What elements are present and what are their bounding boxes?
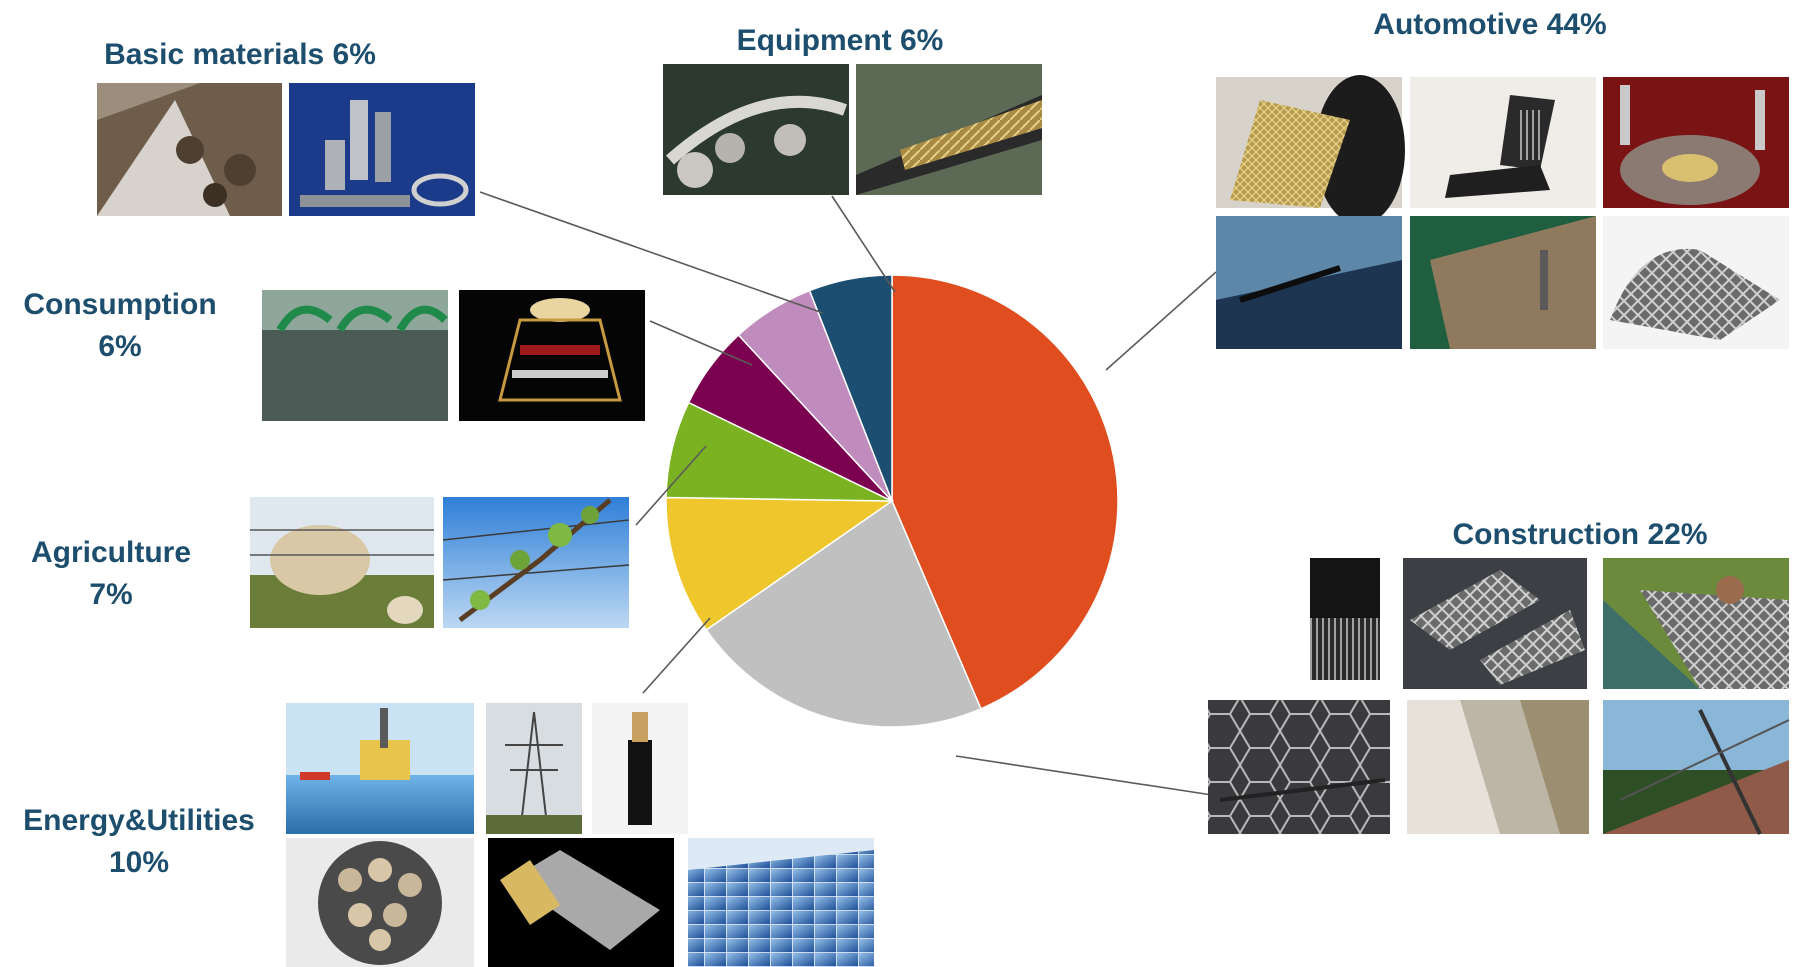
leader-line-automotive bbox=[1105, 271, 1217, 371]
photo-longhorn-cattle-fence bbox=[250, 497, 434, 628]
photo-offshore-platform bbox=[286, 703, 474, 834]
label-consumption-name: Consumption bbox=[23, 288, 217, 321]
photo-car-door bbox=[1410, 216, 1596, 349]
photo-cable-cross-section bbox=[286, 838, 474, 967]
photo-armored-cable bbox=[592, 703, 688, 834]
photo-tire-cord bbox=[1216, 75, 1405, 225]
photo-suspension-bridge bbox=[1603, 700, 1790, 835]
photo-gabion-wall bbox=[1603, 558, 1789, 689]
photo-steel-cord-bundle bbox=[1306, 558, 1386, 685]
photo-wire-lampshade bbox=[459, 290, 645, 421]
photo-solar-panels bbox=[688, 838, 874, 967]
photo-conveyor-belt bbox=[97, 83, 282, 216]
leader-lines bbox=[479, 191, 1217, 796]
label-agriculture-value: 7% bbox=[89, 578, 133, 611]
photo-brake-disc bbox=[1603, 77, 1789, 208]
label-agriculture-name: Agriculture bbox=[30, 536, 192, 569]
photo-mesh-panels bbox=[1403, 558, 1587, 689]
label-consumption: Consumption 6% bbox=[0, 284, 240, 368]
photo-orchard-wire-branches bbox=[442, 497, 630, 628]
label-automotive: Automotive 44% bbox=[1373, 8, 1607, 41]
label-energy-utilities-name: Energy&Utilities bbox=[23, 804, 255, 837]
leader-line-agriculture bbox=[635, 445, 707, 526]
label-agriculture: Agriculture 7% bbox=[0, 532, 222, 616]
label-equipment: Equipment 6% bbox=[736, 24, 944, 57]
leader-line-energy bbox=[642, 617, 711, 694]
label-construction: Construction 22% bbox=[1452, 518, 1708, 551]
photo-hexagonal-netting bbox=[1208, 700, 1390, 834]
label-consumption-value: 6% bbox=[98, 330, 142, 363]
pie-slice-energy-utilities bbox=[665, 496, 895, 631]
label-energy-utilities: Energy&Utilities 10% bbox=[0, 800, 278, 884]
leader-line-consumption bbox=[649, 320, 753, 366]
pie-slices bbox=[665, 274, 1119, 728]
photo-pulley-belt bbox=[663, 64, 849, 195]
label-basic-materials: Basic materials 6% bbox=[104, 38, 376, 71]
leader-line-equipment bbox=[831, 195, 896, 293]
pie-slice-construction bbox=[705, 499, 982, 728]
photo-filter-cartridges bbox=[289, 83, 475, 216]
leader-line-construction bbox=[955, 755, 1213, 796]
photo-braided-hose bbox=[856, 64, 1042, 195]
photo-flexible-hose bbox=[488, 838, 674, 967]
photo-windscreen-wiper bbox=[1216, 216, 1402, 349]
photo-green-spiral-binding bbox=[262, 290, 448, 421]
photo-metal-strip bbox=[1603, 216, 1789, 349]
photo-car-seat-frame bbox=[1410, 77, 1596, 208]
leader-line-basic-materials bbox=[479, 191, 824, 314]
label-energy-utilities-value: 10% bbox=[108, 846, 170, 879]
photo-power-pylon bbox=[486, 703, 582, 835]
photo-facade-mesh bbox=[1407, 700, 1589, 834]
pie-slice-automotive bbox=[891, 274, 1119, 710]
pie-slice-equipment bbox=[808, 274, 893, 502]
